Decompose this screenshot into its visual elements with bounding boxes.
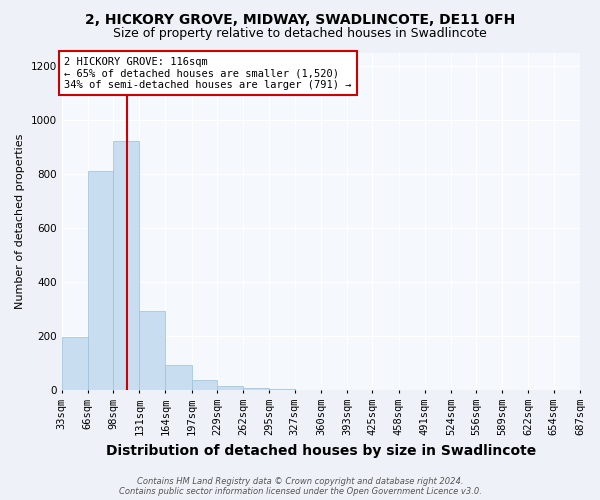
Bar <box>243 388 269 390</box>
Bar <box>139 311 166 390</box>
X-axis label: Distribution of detached houses by size in Swadlincote: Distribution of detached houses by size … <box>106 444 536 458</box>
Bar <box>62 337 88 390</box>
Y-axis label: Number of detached properties: Number of detached properties <box>15 134 25 309</box>
Bar <box>166 365 191 390</box>
Bar <box>217 386 243 390</box>
Text: 2, HICKORY GROVE, MIDWAY, SWADLINCOTE, DE11 0FH: 2, HICKORY GROVE, MIDWAY, SWADLINCOTE, D… <box>85 12 515 26</box>
Bar <box>88 171 113 390</box>
Text: 2 HICKORY GROVE: 116sqm
← 65% of detached houses are smaller (1,520)
34% of semi: 2 HICKORY GROVE: 116sqm ← 65% of detache… <box>64 56 352 90</box>
Text: Contains public sector information licensed under the Open Government Licence v3: Contains public sector information licen… <box>119 487 481 496</box>
Bar <box>191 380 217 390</box>
Bar <box>113 140 139 390</box>
Text: Size of property relative to detached houses in Swadlincote: Size of property relative to detached ho… <box>113 28 487 40</box>
Text: Contains HM Land Registry data © Crown copyright and database right 2024.: Contains HM Land Registry data © Crown c… <box>137 477 463 486</box>
